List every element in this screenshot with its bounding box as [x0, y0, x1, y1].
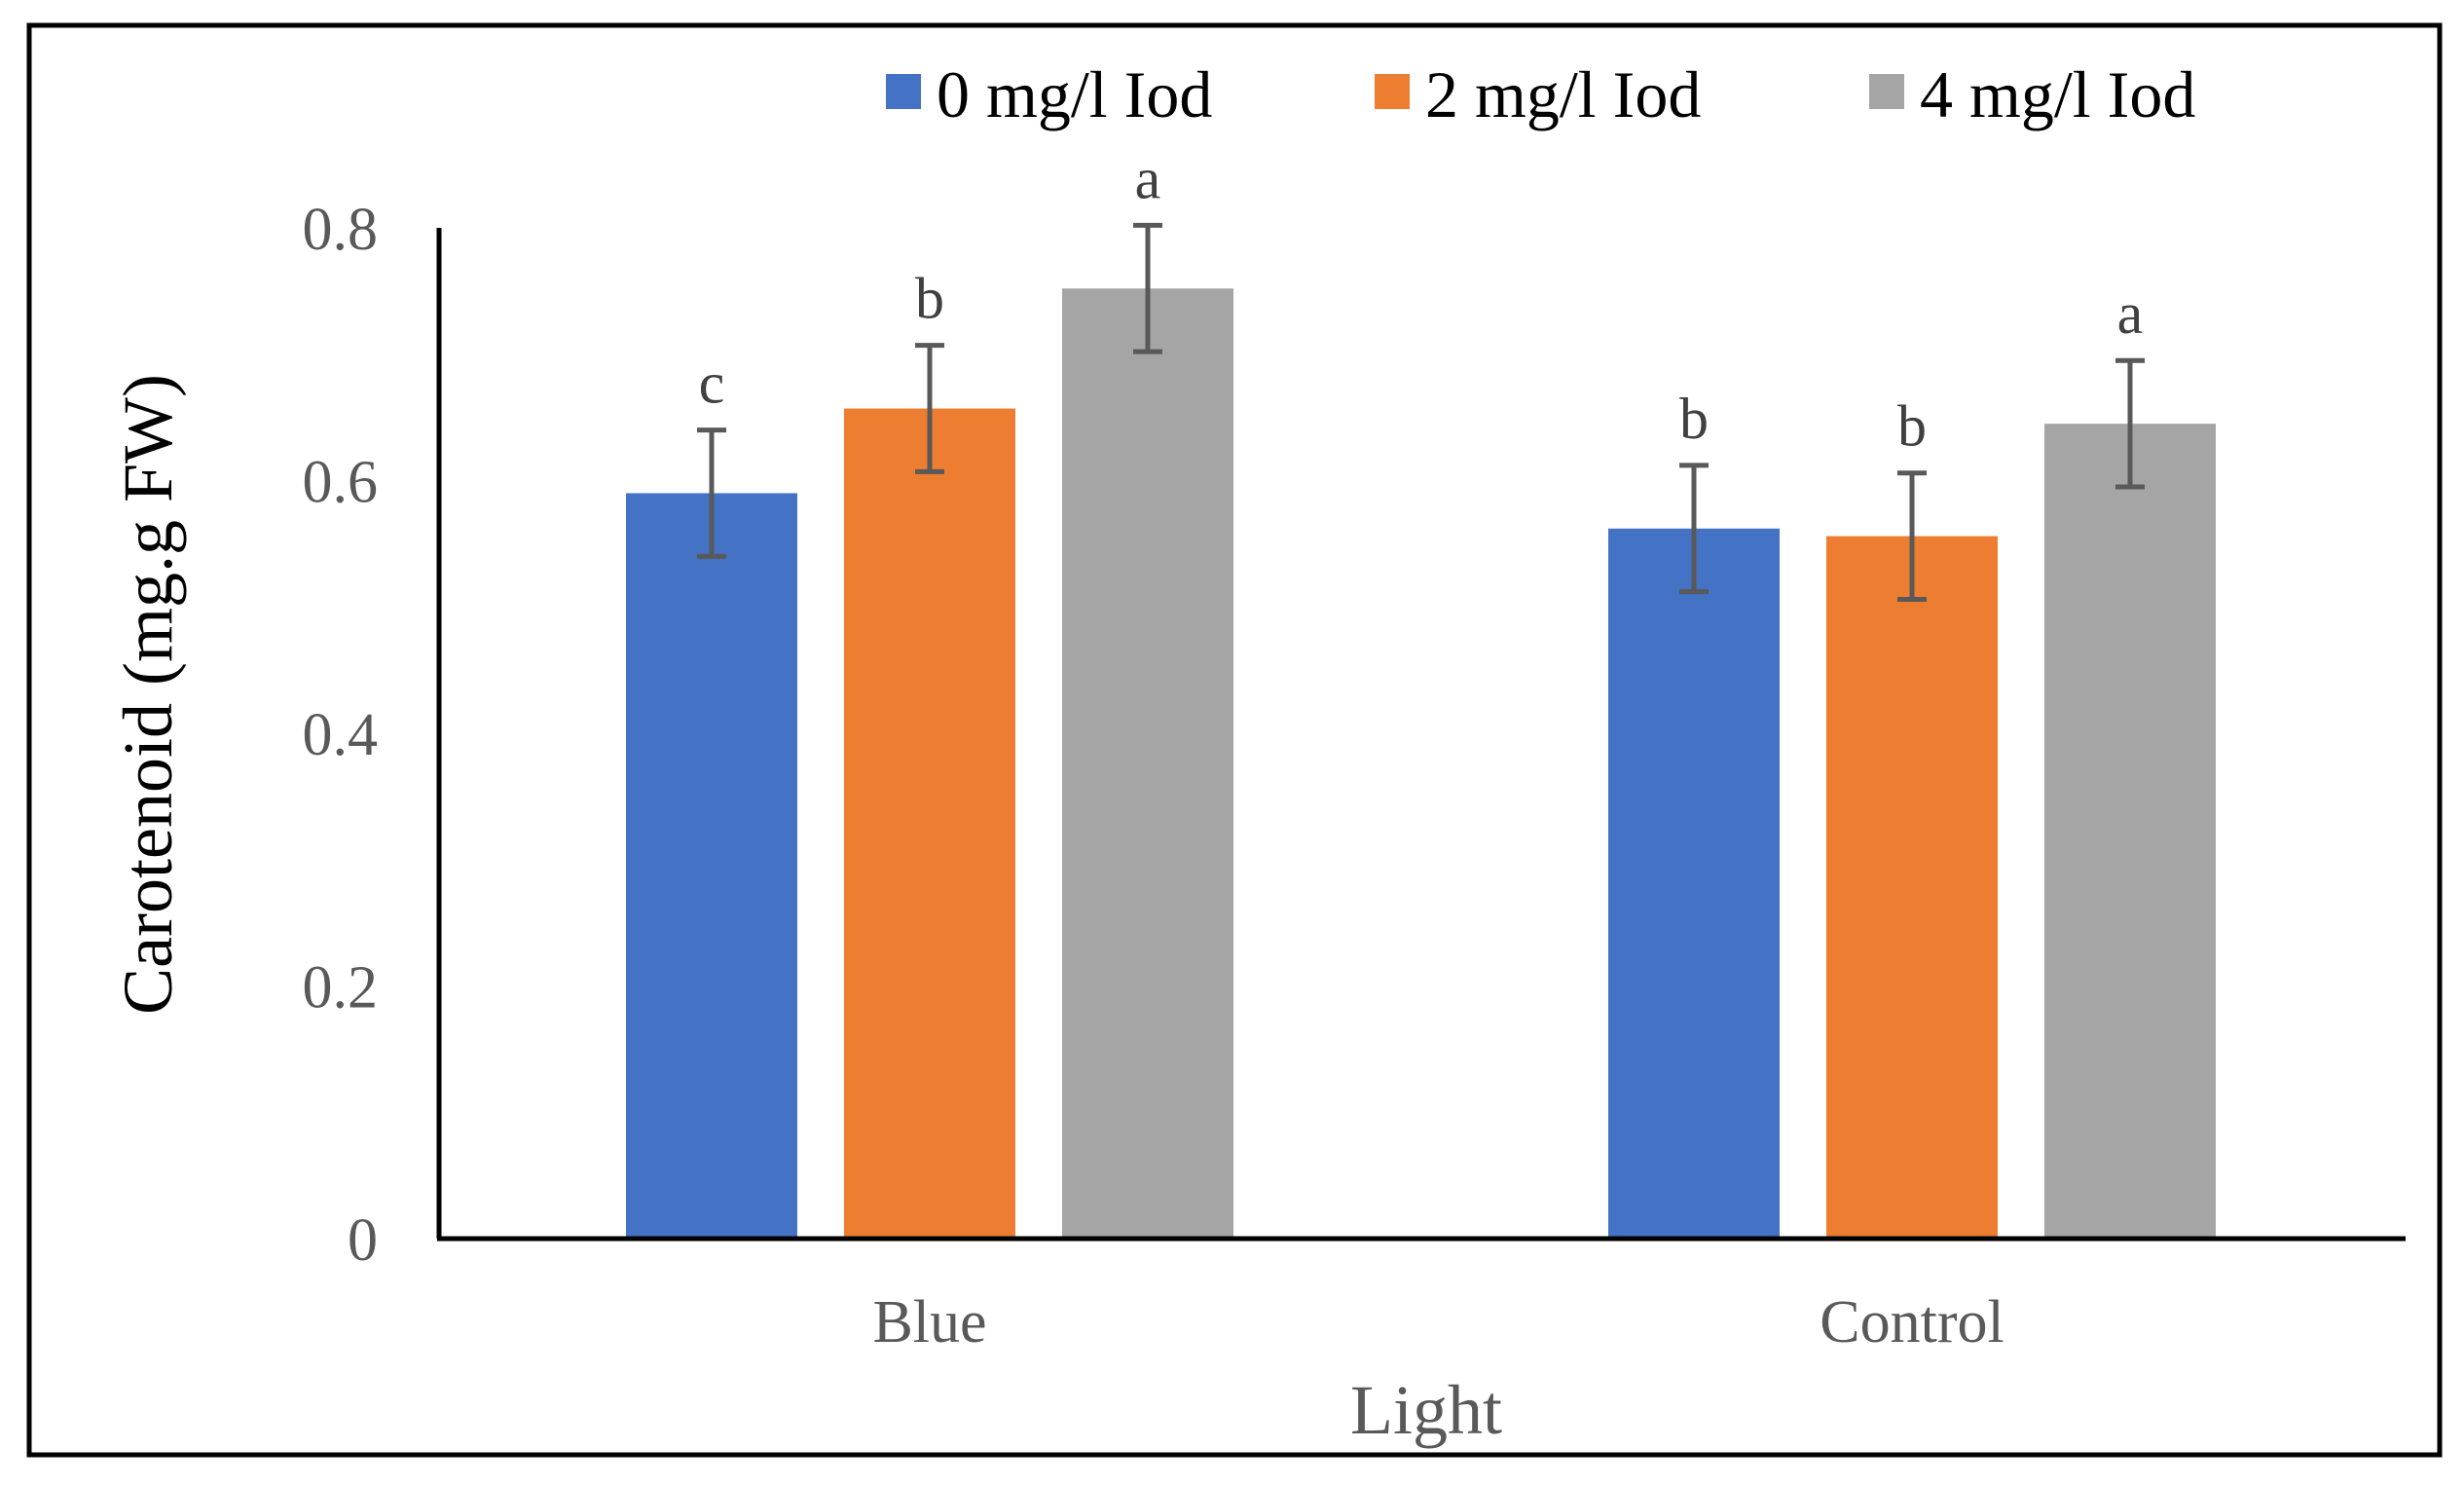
error-bar-control-series-2 [1897, 470, 1927, 602]
legend-label-series-2: 2 mg/l Iod [1425, 57, 1701, 131]
error-bar-blue-series-2 [915, 343, 944, 474]
y-tick-label: 0.2 [303, 955, 379, 1021]
bar-control-series-1 [1608, 528, 1780, 1239]
error-bar-blue-series-1 [697, 427, 726, 559]
y-tick-labels: 0 0.2 0.4 0.6 0.8 [303, 197, 379, 1274]
significance-letter-blue-series-3: a [1135, 146, 1161, 210]
x-axis-title: Light [1350, 1371, 1502, 1449]
x-category-label-blue: Blue [872, 1289, 986, 1355]
significance-letter-blue-series-1: c [699, 352, 725, 416]
y-tick-label: 0.8 [303, 197, 379, 263]
legend-swatch-series-1 [886, 74, 921, 109]
bar-blue-series-1 [626, 493, 797, 1240]
x-category-labels: Blue Control [872, 1289, 2004, 1355]
y-tick-label: 0.6 [303, 450, 379, 516]
x-category-label-control: Control [1820, 1289, 2004, 1355]
bar-blue-series-3 [1062, 288, 1233, 1239]
significance-letter-control-series-3: a [2117, 281, 2144, 346]
y-tick-label: 0 [348, 1207, 378, 1274]
significance-letter-blue-series-2: b [915, 267, 944, 331]
error-bar-blue-series-3 [1133, 222, 1162, 354]
bars-layer [626, 288, 2216, 1240]
y-tick-label: 0.4 [303, 702, 379, 768]
y-axis-title: Carotenoid (mg.g FW) [109, 374, 187, 1015]
significance-letters-layer: c b b b a a [699, 146, 2144, 458]
legend-label-series-1: 0 mg/l Iod [937, 57, 1212, 131]
legend: 0 mg/l Iod 2 mg/l Iod 4 mg/l Iod [886, 57, 2195, 131]
error-bars-layer [697, 222, 2145, 602]
legend-label-series-3: 4 mg/l Iod [1920, 57, 2195, 131]
error-bar-control-series-3 [2115, 357, 2145, 490]
bar-control-series-3 [2044, 424, 2216, 1239]
significance-letter-control-series-1: b [1679, 387, 1709, 451]
bar-control-series-2 [1826, 536, 1998, 1239]
chart-border [26, 22, 2443, 1458]
legend-swatch-series-2 [1375, 74, 1410, 109]
significance-letter-control-series-2: b [1897, 394, 1927, 459]
bar-blue-series-2 [844, 408, 1015, 1240]
error-bar-control-series-1 [1679, 463, 1709, 595]
legend-swatch-series-3 [1869, 74, 1904, 109]
